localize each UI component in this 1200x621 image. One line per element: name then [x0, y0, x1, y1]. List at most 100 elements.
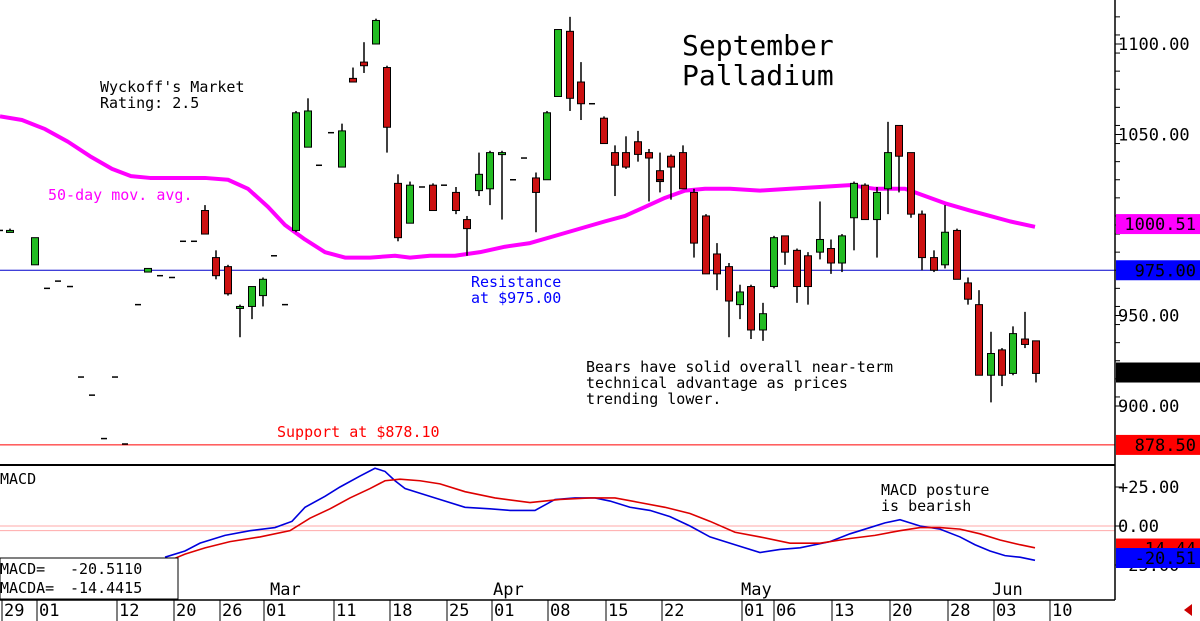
candle — [713, 243, 721, 291]
candle-body — [611, 152, 619, 166]
price-marker-label: 918.50 — [1135, 364, 1196, 384]
candle-body — [987, 353, 995, 376]
candle — [224, 264, 232, 296]
ma-label: 50-day mov. avg. — [48, 186, 193, 204]
candle-body — [372, 19, 380, 45]
candle-body — [554, 29, 562, 97]
candle-body — [953, 229, 961, 280]
month-label: Mar — [270, 580, 301, 600]
day-label: 03 — [996, 601, 1016, 621]
candle-body — [360, 61, 368, 67]
candle — [930, 250, 938, 273]
candle — [770, 235, 778, 289]
macd-series-macda — [169, 478, 1036, 562]
candle-body — [475, 173, 483, 192]
day-label: 18 — [392, 601, 412, 621]
macda-readout-name: MACDA= — [0, 579, 54, 597]
day-label: 01 — [744, 601, 764, 621]
candle — [873, 186, 881, 258]
candle — [667, 154, 675, 200]
candle — [452, 186, 460, 215]
candle — [645, 148, 653, 202]
macd-y-tick-label: 0.00 — [1118, 517, 1159, 537]
candle-body — [816, 238, 824, 253]
candle-body — [144, 267, 152, 273]
candle-body — [224, 266, 232, 295]
candle — [918, 210, 926, 271]
price-marker-label: 975.00 — [1135, 261, 1196, 281]
candle — [1021, 311, 1029, 349]
month-label: Apr — [493, 580, 524, 600]
commentary-line3: trending lower. — [586, 390, 721, 408]
candle — [248, 286, 256, 320]
back-arrow-icon[interactable] — [1184, 604, 1192, 616]
candle — [201, 205, 209, 235]
price-marker: 1000.51 — [1116, 214, 1200, 235]
candle-body — [349, 77, 357, 83]
candle-body — [667, 155, 675, 168]
candle — [372, 18, 380, 45]
day-label: 06 — [776, 601, 796, 621]
candle-body — [827, 248, 835, 264]
day-label: 10 — [1052, 601, 1072, 621]
candle — [781, 235, 789, 265]
candle — [827, 239, 835, 274]
candle-body — [690, 191, 698, 244]
candle-body — [1009, 333, 1017, 374]
price-marker-label: 878.50 — [1135, 436, 1196, 456]
candle — [759, 302, 767, 341]
candle-body — [861, 184, 869, 221]
candle — [656, 152, 664, 193]
month-label: May — [741, 580, 772, 600]
candle-body — [486, 152, 494, 190]
candle — [884, 121, 892, 215]
candle-body — [577, 81, 585, 105]
candle — [475, 152, 483, 197]
candle — [702, 214, 710, 275]
candle — [600, 116, 608, 145]
price-marker: -20.51 — [1116, 547, 1200, 569]
candle — [964, 277, 972, 305]
candle-body — [998, 349, 1006, 376]
day-label: 28 — [950, 601, 970, 621]
candle-body — [292, 112, 300, 231]
candle — [360, 42, 368, 73]
price-marker-label: 1000.51 — [1124, 215, 1196, 235]
candle — [498, 150, 506, 220]
candle — [349, 67, 357, 83]
candle — [236, 304, 244, 338]
day-label: 29 — [4, 601, 24, 621]
candle — [292, 110, 300, 233]
candle — [622, 136, 630, 169]
candle-body — [600, 117, 608, 145]
day-label: 08 — [550, 601, 570, 621]
candle-body — [747, 286, 755, 331]
candle — [463, 215, 471, 256]
candle — [304, 98, 312, 148]
candle — [259, 277, 267, 307]
candle-body — [304, 110, 312, 148]
macd-y-tick-label: +25.00 — [1118, 478, 1179, 498]
candle-body — [679, 152, 687, 190]
macd-readout-name: MACD= — [0, 560, 45, 578]
candle-body — [838, 235, 846, 264]
price-marker-box — [1116, 214, 1200, 235]
commentary-line2: technical advantage as prices — [586, 374, 848, 392]
candle — [816, 201, 824, 260]
candle-body — [930, 257, 938, 271]
resistance-line2: at $975.00 — [471, 289, 561, 307]
candle-body — [781, 235, 789, 253]
candle-body — [770, 237, 778, 288]
candle-body — [656, 170, 664, 183]
macd-comment-line1: MACD posture — [881, 481, 989, 499]
candle-body — [31, 237, 39, 266]
candle-body — [498, 152, 506, 156]
candle — [838, 234, 846, 273]
month-label: Jun — [992, 580, 1023, 600]
support-label: Support at $878.10 — [277, 423, 440, 441]
price-marker: 878.50 — [1116, 434, 1200, 456]
candle-body — [725, 266, 733, 302]
candle — [907, 152, 915, 218]
candle — [566, 16, 574, 111]
candle-body — [532, 177, 540, 193]
